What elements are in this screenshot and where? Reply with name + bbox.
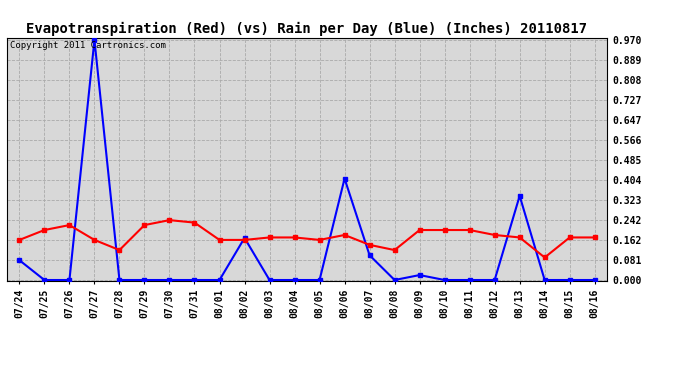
- Title: Evapotranspiration (Red) (vs) Rain per Day (Blue) (Inches) 20110817: Evapotranspiration (Red) (vs) Rain per D…: [26, 22, 588, 36]
- Text: Copyright 2011 Cartronics.com: Copyright 2011 Cartronics.com: [10, 41, 166, 50]
